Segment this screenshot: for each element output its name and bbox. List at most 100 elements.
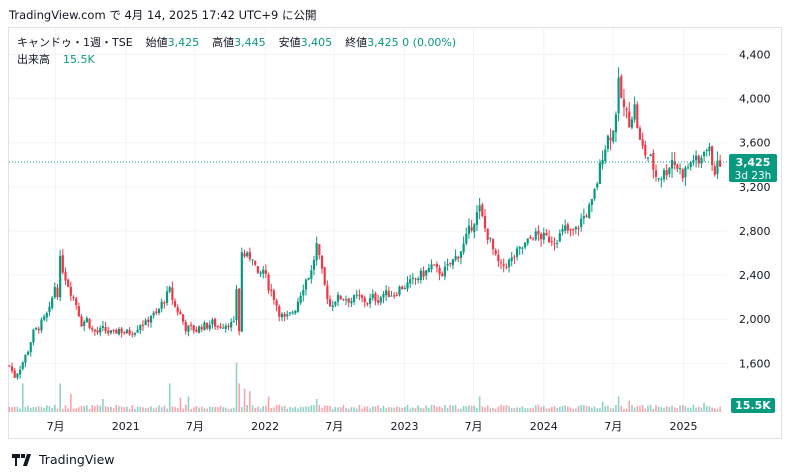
- candle-body: [141, 325, 145, 327]
- x-tick-label: 2024: [530, 420, 558, 433]
- volume-bar: [88, 408, 91, 412]
- volume-bar: [136, 406, 139, 412]
- volume-bar: [131, 405, 134, 412]
- candle-body: [56, 287, 59, 298]
- candle-body: [641, 139, 644, 146]
- candle-body: [526, 238, 529, 244]
- candle-body: [459, 251, 463, 258]
- candle-body: [430, 264, 433, 270]
- candle-body: [660, 178, 663, 180]
- volume-bar: [203, 408, 206, 412]
- candle-body: [556, 242, 559, 244]
- volume-bar: [187, 396, 190, 412]
- candle-body: [259, 272, 262, 274]
- candle-body: [296, 301, 300, 312]
- volume-bar: [577, 406, 580, 412]
- volume-bar: [414, 407, 417, 412]
- candle-body: [529, 237, 532, 239]
- candle-body: [13, 370, 16, 378]
- volume-bar: [96, 404, 99, 412]
- volume-bar: [532, 408, 534, 412]
- candle-body: [286, 314, 289, 317]
- candle-body: [53, 287, 56, 298]
- price-badge: [729, 154, 777, 183]
- candle-body: [120, 328, 123, 333]
- volume-bar: [550, 406, 553, 412]
- candle-body: [203, 322, 206, 331]
- volume-bar: [80, 405, 83, 412]
- volume-bar: [673, 407, 676, 412]
- volume-bar: [454, 405, 457, 412]
- volume-bar: [227, 408, 230, 412]
- volume-bar: [711, 407, 713, 412]
- candle-body: [152, 312, 155, 316]
- candle-body: [184, 321, 187, 332]
- volume-bar: [294, 406, 297, 412]
- volume-bar: [508, 406, 510, 412]
- volume-bar: [540, 406, 542, 412]
- candle-body: [470, 227, 473, 231]
- candle-body: [622, 99, 626, 108]
- symbol-label[interactable]: キャンドゥ・1週・TSE: [17, 36, 133, 49]
- candle-body: [368, 298, 372, 304]
- volume-bar: [494, 408, 497, 412]
- volume-bar: [588, 406, 591, 412]
- candle-body: [553, 243, 556, 245]
- candle-body: [523, 242, 527, 248]
- site-name[interactable]: TradingView.com: [9, 8, 106, 22]
- volume-bar: [513, 408, 516, 412]
- volume-bar: [657, 406, 660, 412]
- x-tick-label: 2025: [669, 420, 697, 433]
- candle-body: [499, 262, 503, 264]
- candle-body: [593, 189, 596, 199]
- brand-name[interactable]: TradingView: [39, 452, 115, 467]
- candle-body: [473, 224, 476, 233]
- volume-bar: [604, 406, 607, 412]
- candle-body: [117, 329, 121, 335]
- volume-bar: [599, 408, 601, 412]
- candle-body: [206, 322, 209, 329]
- candle-body: [521, 247, 524, 249]
- volume-bar: [78, 407, 80, 412]
- candle-body: [37, 328, 40, 331]
- volume-bar: [174, 406, 176, 412]
- candle-body: [411, 277, 414, 279]
- volume-bar: [21, 383, 24, 412]
- candle-body: [112, 329, 115, 331]
- volume-bar: [484, 407, 486, 412]
- volume-bar: [446, 407, 449, 412]
- volume-bar: [719, 406, 721, 412]
- candle-body: [24, 354, 27, 363]
- volume-bar: [478, 396, 481, 412]
- candle-body: [326, 285, 329, 300]
- candle-body: [211, 319, 214, 325]
- volume-bar: [644, 408, 647, 412]
- volume-bar: [470, 405, 473, 412]
- candle-body: [620, 76, 623, 98]
- candle-body: [550, 241, 553, 243]
- volume-bar: [299, 406, 302, 412]
- candle-body: [323, 267, 326, 285]
- candle-body: [99, 327, 102, 333]
- candle-body: [601, 160, 604, 165]
- candle-body: [254, 260, 257, 265]
- candle-body: [339, 295, 342, 299]
- candle-body: [513, 256, 516, 258]
- volume-bar: [321, 407, 323, 412]
- volume-bar: [716, 408, 719, 412]
- volume-bar: [147, 407, 150, 412]
- volume-bar: [567, 406, 569, 412]
- volume-bar: [684, 406, 687, 412]
- volume-bar: [363, 406, 366, 412]
- candle-body: [673, 161, 676, 165]
- volume-bar: [59, 383, 61, 412]
- x-tick-label: 7月: [604, 420, 622, 433]
- price-badge-countdown: 3d 23h: [735, 170, 772, 182]
- volume-bar: [681, 405, 684, 412]
- candle-body: [604, 149, 607, 162]
- ohlc-legend: キャンドゥ・1週・TSE 始値3,425 高値3,445 安値3,405 終値3…: [17, 34, 456, 50]
- candle-body: [238, 288, 241, 332]
- candle-body: [443, 266, 447, 277]
- volume-bar: [195, 406, 198, 412]
